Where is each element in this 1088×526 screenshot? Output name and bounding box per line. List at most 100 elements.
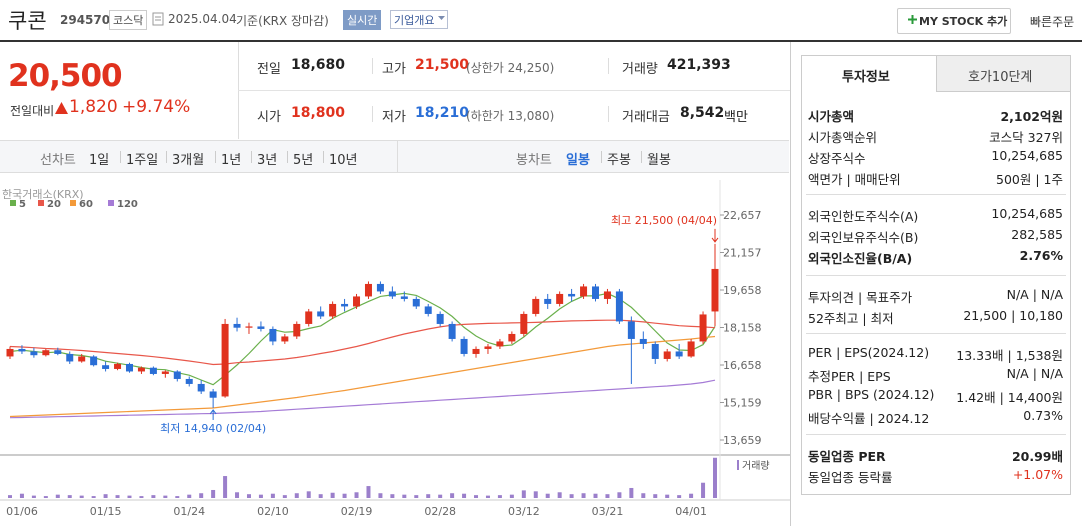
candle-body	[137, 367, 145, 372]
candle-body	[78, 356, 86, 362]
date: 2025.04.04	[168, 12, 237, 26]
volume-bar	[282, 495, 287, 498]
candle-body	[639, 338, 647, 344]
volume-bar	[701, 482, 706, 498]
candle-period-tab[interactable]: 주봉	[607, 153, 631, 168]
quick-order[interactable]: 빠른주문	[1030, 15, 1075, 29]
volume-bar	[151, 495, 156, 498]
tab-divider	[323, 151, 324, 163]
candle-body	[508, 333, 516, 342]
line-chart-label: 선차트	[40, 153, 76, 168]
stat-value: 21,500	[415, 57, 470, 73]
candle-period-tab[interactable]: 일봉	[566, 153, 590, 168]
divider	[608, 58, 609, 74]
volume-bar	[211, 489, 216, 498]
period-tab[interactable]: 3년	[257, 153, 278, 168]
tab-inactive[interactable]	[936, 56, 1070, 92]
info-label: 52주최고 | 최저	[808, 311, 894, 326]
info-value: N/A | N/A	[1006, 366, 1063, 381]
y-tick-label: 18,158	[723, 322, 762, 335]
candle-body	[627, 321, 635, 339]
volume-bar	[19, 493, 24, 498]
candle-body	[54, 350, 62, 354]
y-tick-label: 15,159	[723, 396, 762, 409]
divider	[372, 106, 373, 122]
dropdown-icon	[438, 16, 445, 20]
stat-note: (하한가 13,080)	[466, 109, 555, 123]
realtime-button[interactable]: 실시간	[343, 10, 382, 30]
period-tab[interactable]: 5년	[293, 153, 314, 168]
info-label: 상장주식수	[808, 151, 866, 166]
change-rate: +9.74%	[122, 97, 191, 117]
date-basis: 기준(KRX 장마감)	[236, 14, 329, 28]
volume-bar	[79, 495, 84, 498]
period-tab[interactable]: 1일	[89, 153, 110, 168]
info-value: 500원 | 1주	[996, 172, 1063, 187]
candle-body	[149, 367, 157, 374]
info-value: N/A | N/A	[1006, 287, 1063, 302]
tab-active-text[interactable]: 투자정보	[842, 70, 890, 85]
arrow-head	[209, 409, 217, 415]
info-value: 10,254,685	[991, 206, 1063, 221]
volume-bar	[557, 492, 562, 498]
candle-body	[520, 313, 528, 334]
y-tick-label: 13,659	[723, 434, 762, 447]
divider	[372, 58, 373, 74]
candle-body	[197, 383, 205, 392]
info-value: 1.42배 | 14,400원	[956, 390, 1063, 405]
volume-bar	[187, 494, 192, 498]
moving-average	[9, 335, 716, 418]
y-tick-label: 21,157	[723, 247, 762, 260]
stat-label: 거래대금	[622, 110, 670, 125]
volume-bar	[402, 494, 407, 498]
divider	[397, 141, 398, 172]
period-tab[interactable]: 1주일	[126, 153, 159, 168]
candle-body	[66, 353, 74, 362]
candle-body	[317, 311, 325, 317]
candle-body	[257, 326, 265, 329]
candle-body	[245, 326, 253, 328]
info-value: 코스닥 327위	[989, 130, 1063, 145]
volume-bar	[545, 493, 550, 498]
period-tab[interactable]: 3개월	[172, 153, 205, 168]
volume-bar	[127, 495, 132, 498]
candle-body	[472, 348, 480, 354]
company-button[interactable]	[390, 10, 448, 29]
period-tab[interactable]: 1년	[221, 153, 242, 168]
volume-bar	[617, 492, 622, 498]
volume-label: 거래량	[742, 460, 770, 472]
volume-bar	[569, 494, 574, 498]
volume-bar	[438, 494, 443, 498]
my-stock-button[interactable]	[897, 8, 1011, 34]
volume-bar	[294, 493, 299, 498]
candle-body	[484, 346, 492, 349]
candle-body	[400, 296, 408, 299]
volume-bar	[91, 496, 96, 498]
change-label: 전일대비	[10, 104, 55, 118]
candle-body	[353, 296, 361, 307]
volume-bar	[581, 493, 586, 498]
legend-label: 20	[47, 199, 61, 210]
volume-bar	[235, 492, 240, 498]
volume-bar	[474, 495, 479, 498]
x-tick-label: 01/06	[6, 505, 38, 518]
info-label: 추정PER | EPS	[808, 369, 891, 384]
candle-body	[269, 328, 277, 342]
volume-bar	[342, 493, 347, 498]
candle-period-tab[interactable]: 월봉	[647, 153, 671, 168]
volume-bar	[450, 493, 455, 498]
stat-label: 시가	[257, 110, 281, 125]
volume-bar	[8, 495, 12, 498]
stat-label: 전일	[257, 62, 281, 77]
candle-body	[329, 303, 337, 317]
info-label: 액면가 | 매매단위	[808, 172, 901, 187]
tab-divider	[251, 151, 252, 163]
legend-swatch	[70, 200, 76, 206]
tab-inactive-text[interactable]: 호가10단계	[968, 70, 1033, 85]
period-tab[interactable]: 10년	[329, 153, 358, 168]
tab-divider	[287, 151, 288, 163]
candle-body	[699, 314, 707, 342]
stock-name: 쿠콘	[8, 9, 47, 33]
candle-body	[687, 341, 695, 357]
volume-bar	[677, 495, 682, 498]
